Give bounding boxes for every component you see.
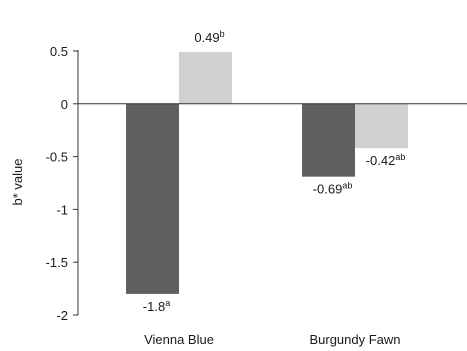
data-labels: -1.8a -0.69ab 0.49b -0.42ab xyxy=(143,29,406,314)
y-tick-label: -2 xyxy=(56,308,68,323)
data-label: -0.42ab xyxy=(366,152,406,168)
category-label: Vienna Blue xyxy=(144,332,214,347)
bars xyxy=(126,52,408,294)
y-tick-label: 0.5 xyxy=(50,44,68,59)
bar xyxy=(179,52,232,104)
y-tick-label: -1 xyxy=(56,202,68,217)
y-axis: 0.5 0 -0.5 -1 -1.5 -2 xyxy=(46,44,79,323)
y-axis-title: b* value xyxy=(10,159,25,206)
y-tick-label: 0 xyxy=(61,97,68,112)
bar xyxy=(355,103,408,149)
y-tick-label: -1.5 xyxy=(46,255,68,270)
bar xyxy=(126,103,179,294)
y-tick-label: -0.5 xyxy=(46,150,68,165)
data-label: -1.8a xyxy=(143,298,170,314)
category-labels: Vienna Blue Burgundy Fawn xyxy=(144,332,400,347)
category-label: Burgundy Fawn xyxy=(309,332,400,347)
data-label: -0.69ab xyxy=(313,181,353,197)
data-label: 0.49b xyxy=(194,29,224,45)
bar xyxy=(302,103,355,177)
